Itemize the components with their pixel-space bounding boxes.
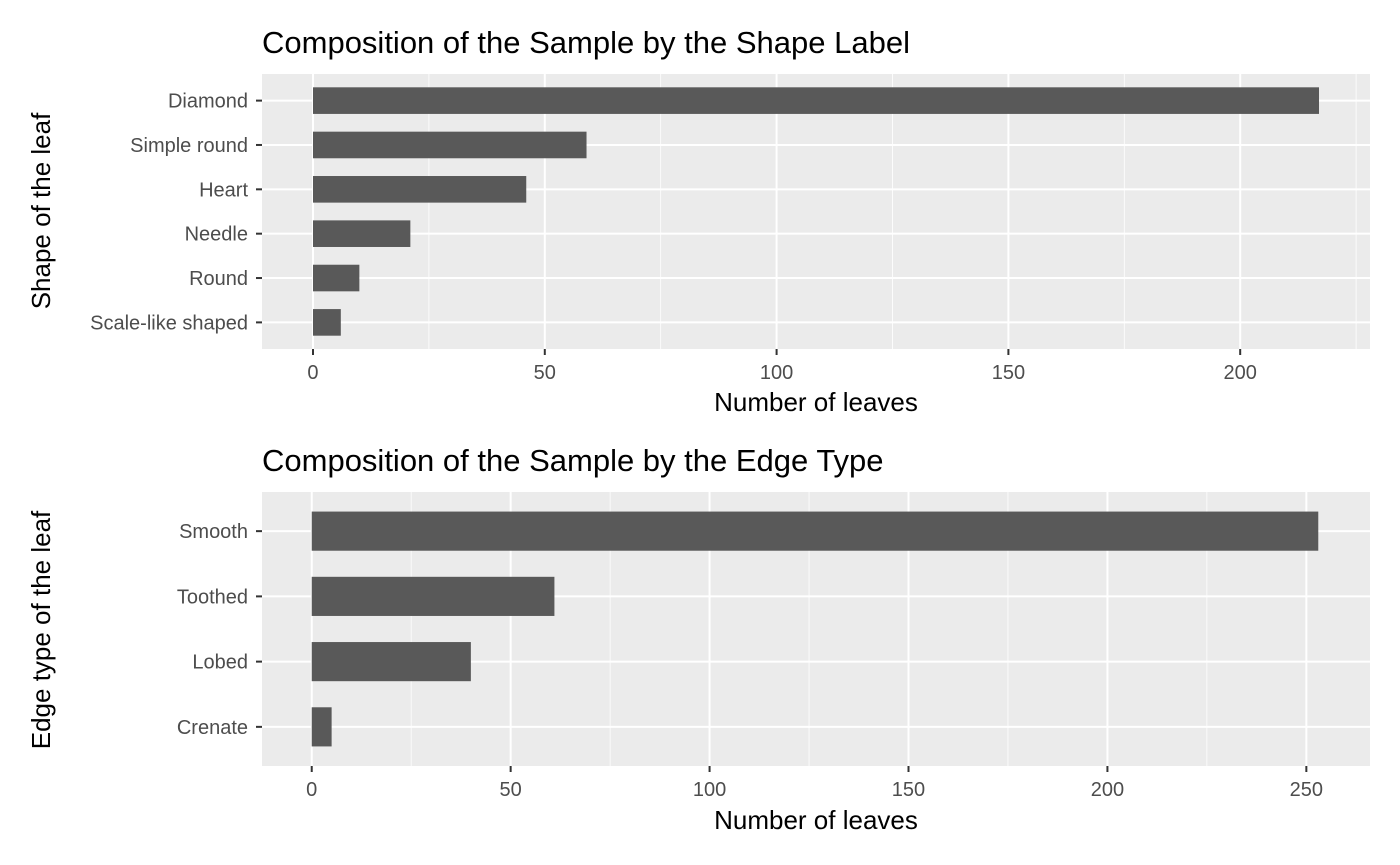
x-tick-label: 200 <box>1091 779 1124 801</box>
y-tick-label: Round <box>189 268 248 290</box>
x-tick-label: 150 <box>892 779 925 801</box>
bar-toothed <box>311 576 555 616</box>
bar-heart <box>312 176 527 203</box>
chart-edge-composition: Smooth Toothed Lobed Crenate 0 50 100 150 200 250… <box>26 443 1370 835</box>
x-tick-label: 150 <box>992 362 1025 384</box>
x-tick-label: 0 <box>307 362 318 384</box>
x-tick-label: 50 <box>534 362 556 384</box>
y-tick-label: Diamond <box>168 91 248 113</box>
bar-simple-round <box>312 131 587 159</box>
x-axis-title: Number of leaves <box>714 805 918 835</box>
bar-smooth <box>311 511 1319 551</box>
bar-round <box>312 264 360 292</box>
chart-shape-composition: Diamond Simple round Heart Needle Round Scale… <box>26 25 1370 417</box>
y-axis-title: Shape of the leaf <box>26 112 56 309</box>
bar-scale-like-shaped <box>312 309 341 336</box>
x-tick-label: 200 <box>1224 362 1257 384</box>
y-axis-title: Edge type of the leaf <box>26 510 56 749</box>
y-tick-label: Scale-like shaped <box>90 312 248 334</box>
y-tick-label: Toothed <box>177 586 248 608</box>
bar-needle <box>312 220 411 247</box>
bar-diamond <box>312 87 1320 114</box>
y-tick-label: Lobed <box>192 652 248 674</box>
bar-lobed <box>311 642 471 682</box>
chart-title: Composition of the Sample by the Edge Ty… <box>262 443 884 478</box>
chart-title: Composition of the Sample by the Shape L… <box>262 25 910 60</box>
x-tick-label: 100 <box>693 779 726 801</box>
panel-background <box>262 74 1370 349</box>
x-tick-label: 250 <box>1290 779 1323 801</box>
x-axis-title: Number of leaves <box>714 387 918 417</box>
bar-crenate <box>311 707 332 747</box>
y-tick-label: Crenate <box>177 717 248 739</box>
x-tick-label: 50 <box>500 779 522 801</box>
y-tick-label: Simple round <box>130 135 248 157</box>
y-tick-label: Heart <box>199 179 248 201</box>
y-tick-label: Smooth <box>179 521 248 543</box>
y-tick-label: Needle <box>185 224 248 246</box>
x-tick-label: 100 <box>760 362 793 384</box>
x-tick-label: 0 <box>306 779 317 801</box>
